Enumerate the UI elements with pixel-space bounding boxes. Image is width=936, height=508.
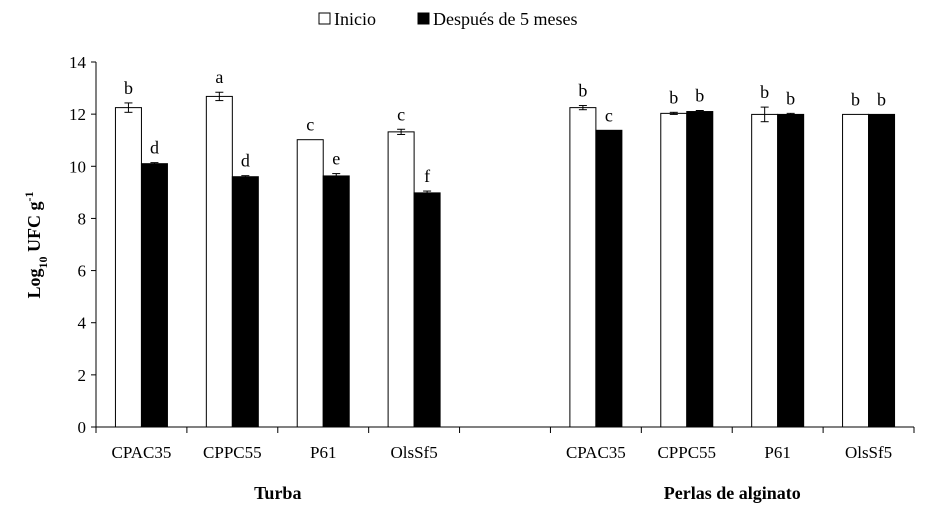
- significance-letter: f: [424, 166, 430, 186]
- bar-despues: [595, 129, 623, 428]
- bar-inicio: [114, 107, 142, 428]
- y-axis-title-mid: UFC g: [24, 201, 44, 256]
- significance-letter: b: [877, 89, 886, 109]
- significance-letter: c: [306, 115, 314, 135]
- y-tick-label: 6: [78, 262, 87, 281]
- bar-inicio: [660, 112, 688, 428]
- bar-despues: [231, 176, 259, 428]
- significance-letter: b: [786, 88, 795, 108]
- y-axis-title: Log10 UFC g-1: [22, 191, 50, 298]
- significance-letter: b: [760, 82, 769, 102]
- x-category-label: CPAC35: [566, 443, 626, 462]
- legend-label-despues: Después de 5 meses: [433, 9, 577, 29]
- significance-letter: c: [605, 105, 613, 125]
- x-group-label: Perlas de alginato: [664, 483, 801, 503]
- significance-letter: b: [578, 81, 587, 101]
- x-category-label: P61: [310, 443, 336, 462]
- legend-swatch-inicio: [318, 12, 331, 25]
- x-category-label: OlsSf5: [390, 443, 437, 462]
- y-tick-label: 2: [78, 366, 87, 385]
- significance-letter: b: [124, 78, 133, 98]
- bar-despues: [140, 163, 168, 428]
- bar-despues: [686, 111, 714, 428]
- legend-label-inicio: Inicio: [334, 9, 376, 29]
- significance-letter: e: [332, 149, 340, 169]
- plot-area: 0 2 4 6 8 10 12 14 CPAC35 CPPC55 P61 OlsSf5 CPAC35 CP…: [69, 53, 915, 503]
- y-tick-label: 8: [78, 209, 87, 228]
- bar-inicio: [842, 113, 870, 428]
- bar-inicio: [569, 107, 597, 428]
- bar-inicio: [296, 139, 324, 428]
- bar-inicio: [751, 113, 779, 428]
- bar-inicio: [205, 95, 233, 428]
- bar-despues: [777, 113, 805, 428]
- x-category-label: CPPC55: [203, 443, 262, 462]
- y-tick-label: 12: [69, 105, 86, 124]
- x-category-label: OlsSf5: [845, 443, 892, 462]
- significance-letter: a: [215, 67, 223, 87]
- bar-despues: [868, 113, 896, 428]
- x-category-label: CPPC55: [657, 443, 716, 462]
- y-tick-label: 10: [69, 157, 86, 176]
- significance-letter: d: [150, 138, 159, 158]
- legend: Inicio Después de 5 meses: [318, 9, 577, 29]
- x-category-label: CPAC35: [112, 443, 172, 462]
- x-category-label: P61: [764, 443, 790, 462]
- significance-letter: b: [669, 87, 678, 107]
- y-tick-label: 0: [78, 418, 87, 437]
- bar-despues: [322, 175, 350, 428]
- significance-letter: c: [397, 104, 405, 124]
- significance-letter: b: [695, 85, 704, 105]
- bar-despues: [413, 192, 441, 428]
- x-group-label: Turba: [254, 483, 301, 503]
- y-axis-title-sub: 10: [36, 256, 50, 268]
- y-axis-title-base: Log: [24, 268, 44, 298]
- y-tick-label: 4: [78, 314, 87, 333]
- significance-letter: b: [851, 89, 860, 109]
- bar-inicio: [387, 131, 415, 428]
- significance-letter: d: [241, 151, 250, 171]
- legend-swatch-despues: [417, 12, 430, 25]
- y-tick-label: 14: [69, 53, 87, 72]
- y-axis-title-sup: -1: [22, 191, 36, 201]
